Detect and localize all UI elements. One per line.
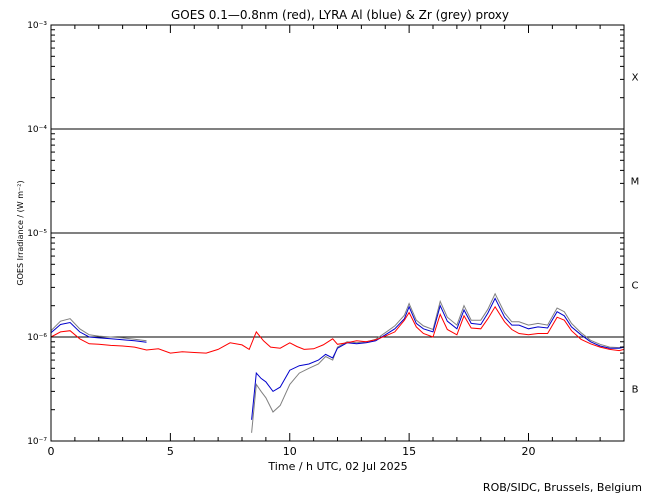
reference-lines [51, 128, 624, 338]
credit-text: ROB/SIDC, Brussels, Belgium [482, 481, 642, 494]
x-tick-label: 0 [48, 445, 55, 458]
flare-class-label: C [632, 280, 639, 291]
series-line-lyra-zr-proxy [50, 292, 625, 433]
y-axis-label: GOES Irradiance / (W m⁻²) [16, 180, 25, 285]
x-tick-label: 15 [402, 445, 416, 458]
y-tick-label: 10⁻⁷ [27, 437, 47, 447]
flare-class-label: B [632, 384, 639, 395]
flare-class-label: X [632, 72, 639, 83]
x-tick-label: 10 [283, 445, 297, 458]
x-tick-label: 20 [522, 445, 536, 458]
series-layer [50, 292, 625, 433]
y-tick-label: 10⁻⁵ [27, 229, 47, 239]
y-tick-label: 10⁻⁴ [27, 125, 47, 135]
x-tick-label: 5 [167, 445, 174, 458]
series-line-lyra-al-proxy [50, 297, 625, 420]
x-axis-label: Time / h UTC, 02 Jul 2025 [267, 460, 407, 473]
flare-class-label: M [631, 176, 640, 187]
y-tick-label: 10⁻³ [27, 21, 47, 31]
y-tick-label: 10⁻⁶ [27, 333, 47, 343]
chart-title: GOES 0.1—0.8nm (red), LYRA Al (blue) & Z… [171, 8, 509, 22]
axes: 0 5 10 15 20 10⁻⁷ 10⁻⁶ 10⁻⁵ 10⁻⁴ 10⁻³ X M C B [27, 21, 639, 458]
series-line-goes-0-1-0-8nm [50, 305, 625, 354]
